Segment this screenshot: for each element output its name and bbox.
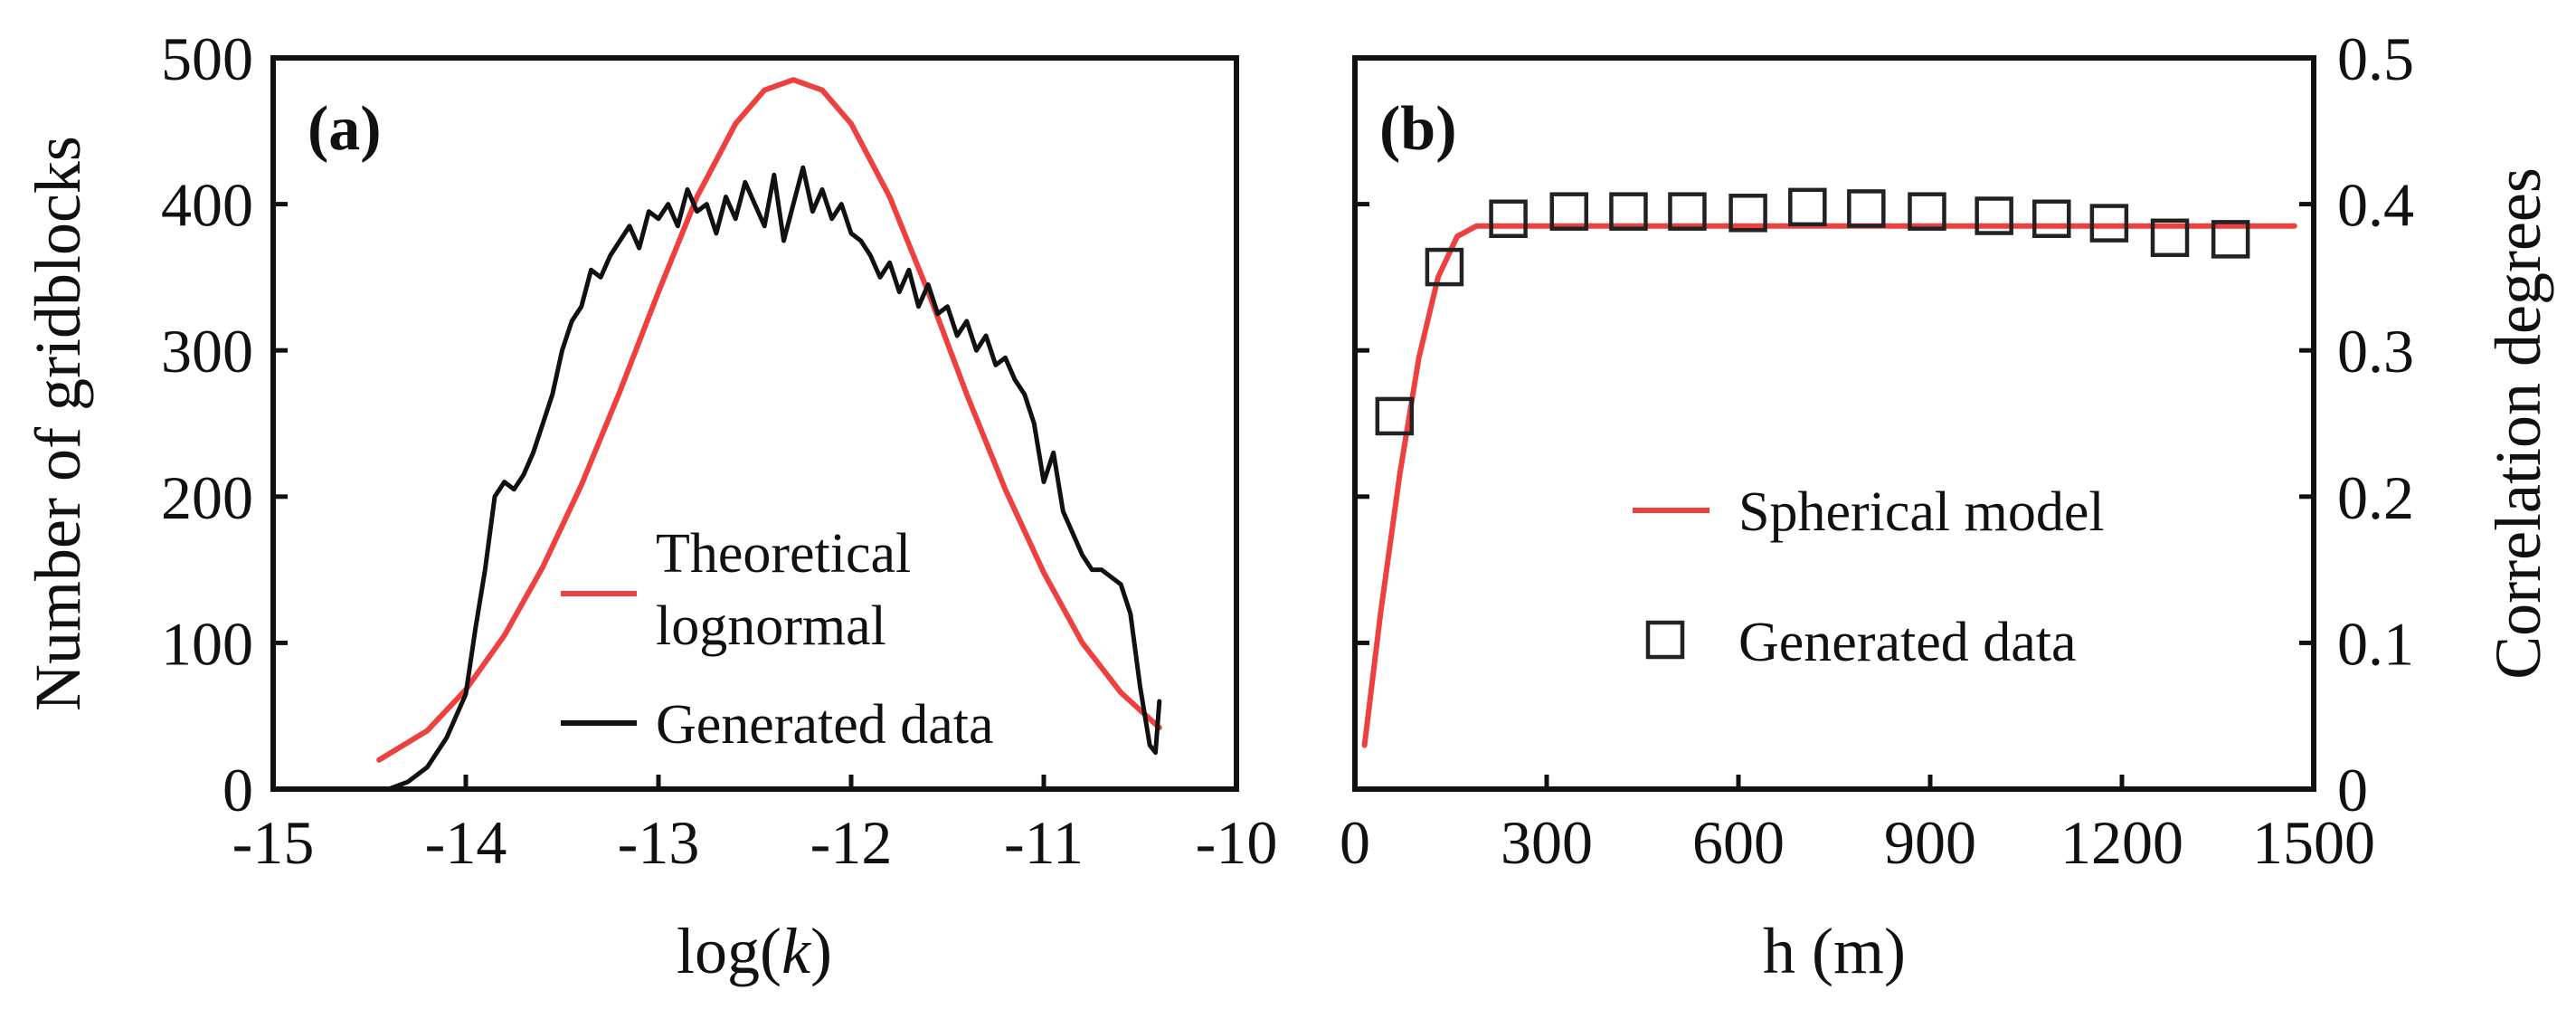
legend-label-theoretical-line1: Theoretical — [656, 523, 911, 585]
panel-b-data-point-8 — [1847, 189, 1886, 228]
panel-a-label: (a) — [308, 94, 382, 164]
panel-b-data-point-2 — [1489, 199, 1528, 239]
panel-b-y-tick-label-2: 0.2 — [2337, 463, 2414, 532]
panel-a-ticks: -15 -14 -13 -12 -11 -10 0 100 200 300 400 500 — [161, 24, 1277, 877]
panel-b-data-point-12 — [2089, 204, 2129, 243]
panel-a-series-line-1 — [386, 165, 1162, 792]
panel-a-series-line-0 — [376, 77, 1162, 763]
panel-b-data-point-6 — [1728, 194, 1767, 233]
panel-a-x-axis-title: log(k) — [677, 915, 832, 987]
panel-a-y-axis-title: Number of gridblocks — [22, 136, 94, 711]
panel-b-x-tick-label-2: 600 — [1692, 808, 1785, 877]
panel-a-frame — [270, 55, 1239, 792]
panel-b-frame — [1352, 55, 2316, 792]
panel-a-x-tick-label-2: -13 — [618, 808, 700, 877]
panel-a-x-tick-label-1: -14 — [425, 808, 507, 877]
x-axis-title-variable: k — [781, 915, 812, 987]
panel-b-x-tick-label-0: 0 — [1340, 808, 1370, 877]
panel-b-data-point-7 — [1788, 187, 1827, 227]
panel-b-x-tick-label-3: 900 — [1884, 808, 1976, 877]
panel-b-data-point-9 — [1908, 192, 1946, 231]
panel-a-x-tick-label-5: -10 — [1196, 808, 1278, 877]
panel-a-x-tick-label-3: -12 — [810, 808, 893, 877]
panel-b-legend: Spherical model Generated data — [1633, 481, 2105, 673]
panel-b-label: (b) — [1379, 94, 1457, 164]
panel-a: -15 -14 -13 -12 -11 -10 0 100 200 300 400 500 (a) l… — [22, 24, 1277, 987]
panel-a-legend: Theoretical lognormal Generated data — [561, 523, 993, 756]
panel-b-x-tick-label-4: 1200 — [2060, 808, 2183, 877]
panel-b-data-point-0 — [1375, 396, 1415, 436]
panel-a-y-tick-label-2: 200 — [161, 463, 253, 532]
panel-a-x-tick-label-4: -11 — [1004, 808, 1084, 877]
panel-b-series-line-0 — [1361, 223, 2297, 748]
panel-b-x-tick-label-1: 300 — [1501, 808, 1593, 877]
panel-b-data-point-4 — [1609, 192, 1648, 231]
panel-b-data-point-11 — [2032, 199, 2071, 239]
legend-label-spherical: Spherical model — [1738, 481, 2105, 543]
panel-a-y-tick-label-5: 500 — [161, 24, 253, 93]
panel-b-data-point-13 — [2150, 218, 2190, 258]
panel-b-data-point-10 — [1975, 196, 2013, 235]
panel-a-x-tick-label-0: -15 — [232, 808, 315, 877]
x-axis-title-prefix: log( — [677, 915, 781, 987]
panel-b-series — [1361, 187, 2297, 748]
panel-b-data-point-3 — [1549, 192, 1588, 231]
panel-b-x-axis-title: h (m) — [1763, 915, 1906, 987]
panel-a-y-tick-label-0: 0 — [223, 756, 253, 824]
legend-label-generated-b: Generated data — [1738, 612, 2076, 673]
panel-b-y-axis-title: Correlation degrees — [2482, 167, 2554, 680]
legend-label-generated: Generated data — [656, 694, 993, 756]
panel-a-y-tick-label-3: 300 — [161, 317, 253, 386]
panel-b-x-tick-label-5: 1500 — [2252, 808, 2375, 877]
panel-b-data-point-14 — [2211, 220, 2250, 259]
panel-a-series — [376, 77, 1162, 792]
panel-b-y-tick-label-1: 0.1 — [2337, 609, 2414, 678]
panel-b-data-point-1 — [1425, 247, 1464, 287]
legend-label-theoretical-line2: lognormal — [656, 595, 886, 657]
panel-a-y-tick-label-4: 400 — [161, 171, 253, 240]
panel-a-y-tick-label-1: 100 — [161, 609, 253, 678]
panel-b-y-tick-label-4: 0.4 — [2337, 171, 2414, 240]
legend-swatch-generated-square — [1645, 620, 1685, 660]
panel-b-y-tick-label-3: 0.3 — [2337, 317, 2414, 386]
panel-b-y-tick-label-0: 0 — [2337, 756, 2368, 824]
x-axis-title-suffix: ) — [810, 915, 832, 987]
panel-b-y-tick-label-5: 0.5 — [2337, 24, 2414, 93]
panel-b-data-point-5 — [1668, 192, 1707, 231]
